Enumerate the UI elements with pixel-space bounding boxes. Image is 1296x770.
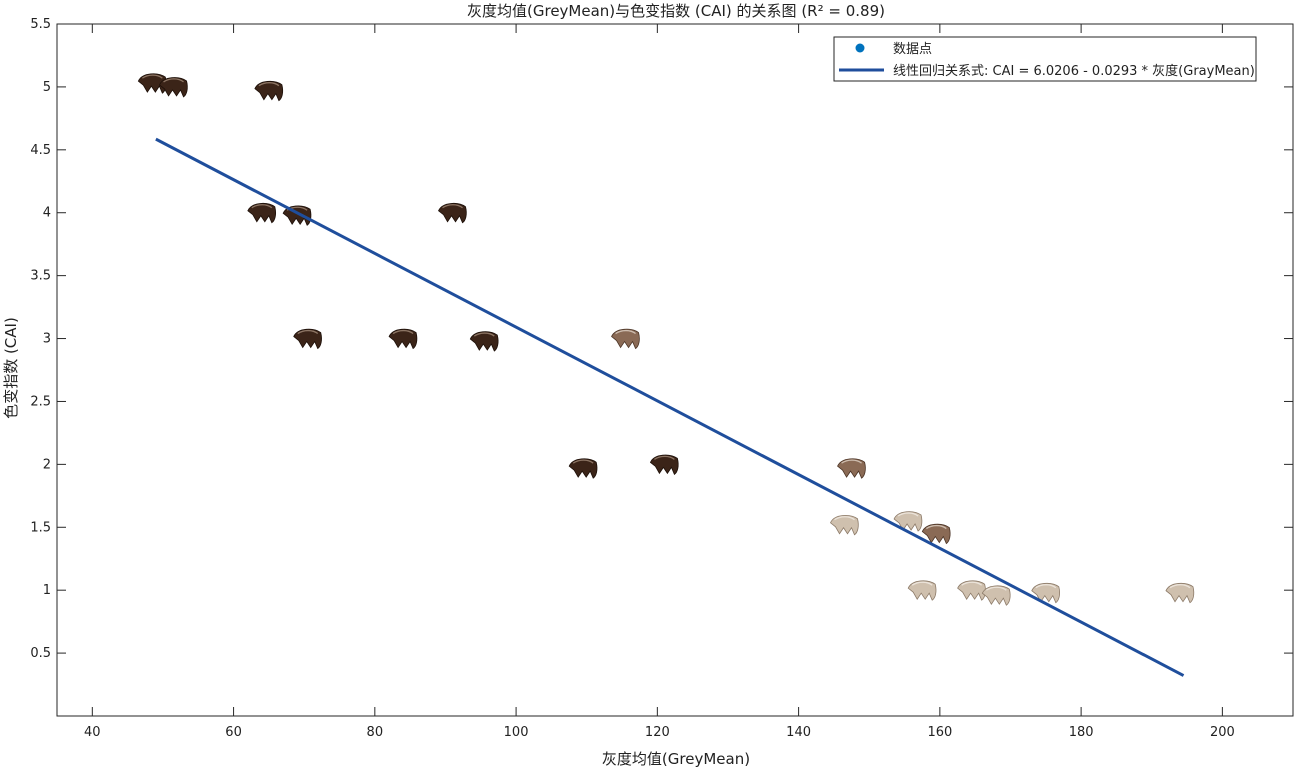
legend-dot-marker [855, 43, 865, 53]
data-point [837, 458, 866, 479]
data-point [893, 511, 923, 532]
legend: 数据点 线性回归关系式: CAI = 6.0206 - 0.0293 * 灰度(… [833, 36, 1257, 82]
x-tick-label: 40 [84, 725, 101, 740]
y-tick-label: 1.5 [30, 520, 51, 535]
x-tick-label: 120 [645, 725, 670, 740]
data-point [254, 80, 284, 102]
data-point [981, 585, 1011, 606]
data-point [247, 203, 277, 224]
data-point [438, 203, 467, 224]
y-tick-label: 1 [43, 583, 51, 598]
regression-layer [155, 137, 1185, 677]
legend-label-regression: 线性回归关系式: CAI = 6.0206 - 0.0293 * 灰度(Gray… [893, 63, 1255, 79]
data-points [137, 73, 1195, 606]
data-point [568, 458, 598, 479]
plot-area [56, 23, 1294, 717]
data-point [611, 328, 640, 350]
legend-label-points: 数据点 [893, 42, 932, 57]
x-tick-label: 100 [504, 725, 529, 740]
legend-box [833, 36, 1257, 82]
chart-title: 灰度均值(GreyMean)与色变指数 (CAI) 的关系图 (R² = 0.8… [467, 2, 885, 20]
x-tick-label: 160 [927, 725, 952, 740]
data-point [1031, 582, 1060, 604]
data-point [649, 454, 679, 475]
y-tick-label: 5.5 [30, 17, 51, 32]
x-tick-label: 80 [367, 725, 384, 740]
y-tick-label: 4.5 [30, 143, 51, 158]
y-axis: 0.5 1 1.5 2 2.5 3 3.5 4 4.5 5 5.5 [30, 17, 1293, 661]
y-tick-label: 0.5 [30, 646, 51, 661]
x-axis-label: 灰度均值(GreyMean) [602, 750, 750, 768]
y-tick-label: 2.5 [30, 394, 51, 409]
data-point [830, 515, 859, 536]
x-axis: 40 60 80 100 120 140 160 180 200 [84, 24, 1235, 740]
x-tick-label: 60 [225, 725, 242, 740]
y-axis-label: 色变指数 (CAI) [2, 317, 20, 419]
data-point [159, 77, 188, 98]
y-tick-label: 3.5 [30, 269, 51, 284]
data-point [907, 580, 937, 601]
y-tick-label: 3 [43, 332, 51, 347]
x-tick-label: 200 [1210, 725, 1235, 740]
x-tick-label: 140 [786, 725, 811, 740]
data-point [921, 523, 951, 545]
x-tick-label: 180 [1069, 725, 1094, 740]
y-tick-label: 5 [43, 80, 51, 95]
regression-line [155, 137, 1185, 677]
data-point [293, 328, 322, 350]
y-tick-label: 4 [43, 206, 51, 221]
data-point [388, 328, 418, 350]
data-point [469, 331, 499, 352]
data-point [1165, 582, 1195, 604]
y-tick-label: 2 [43, 457, 51, 472]
